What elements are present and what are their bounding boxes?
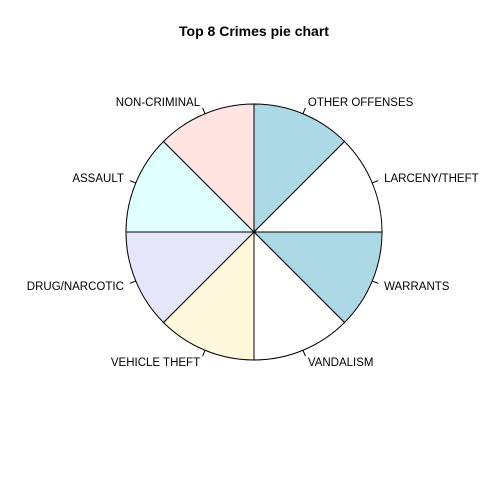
leader-line-vandalism	[302, 350, 306, 357]
pie-slice-vandalism	[253, 230, 346, 361]
slice-label-assault: ASSAULT	[72, 173, 124, 185]
pie-slices	[125, 103, 383, 361]
leader-line-drug-narcotic	[129, 280, 136, 284]
slice-label-drug-narcotic: DRUG/NARCOTIC	[27, 281, 124, 293]
leader-line-non-criminal	[202, 107, 206, 114]
pie-labels: OTHER OFFENSES LARCENY/THEFT WARRANTS VANDA…	[27, 97, 479, 369]
leader-line-vehicle-theft	[202, 350, 206, 357]
pie-slice-other-offenses	[253, 103, 346, 234]
leader-line-warrants	[372, 280, 379, 284]
pie-slice-non-criminal	[162, 103, 255, 234]
leader-line-other-offenses	[302, 107, 306, 114]
slice-label-vehicle-theft: VEHICLE THEFT	[111, 357, 200, 369]
chart-title: Top 8 Crimes pie chart	[179, 23, 329, 39]
slice-label-warrants: WARRANTS	[384, 281, 450, 293]
pie-slice-assault	[125, 140, 256, 233]
slice-label-vandalism: VANDALISM	[308, 357, 374, 369]
leader-line-larceny-theft	[372, 180, 379, 184]
slice-label-non-criminal: NON-CRIMINAL	[116, 97, 201, 109]
slice-label-larceny-theft: LARCENY/THEFT	[384, 173, 479, 185]
pie-slice-larceny-theft	[252, 140, 383, 233]
leader-line-assault	[129, 180, 136, 184]
pie-slice-warrants	[252, 231, 383, 324]
pie-slice-vehicle-theft	[162, 230, 255, 361]
slice-label-other-offenses: OTHER OFFENSES	[308, 97, 414, 109]
pie-slice-drug-narcotic	[125, 231, 256, 324]
